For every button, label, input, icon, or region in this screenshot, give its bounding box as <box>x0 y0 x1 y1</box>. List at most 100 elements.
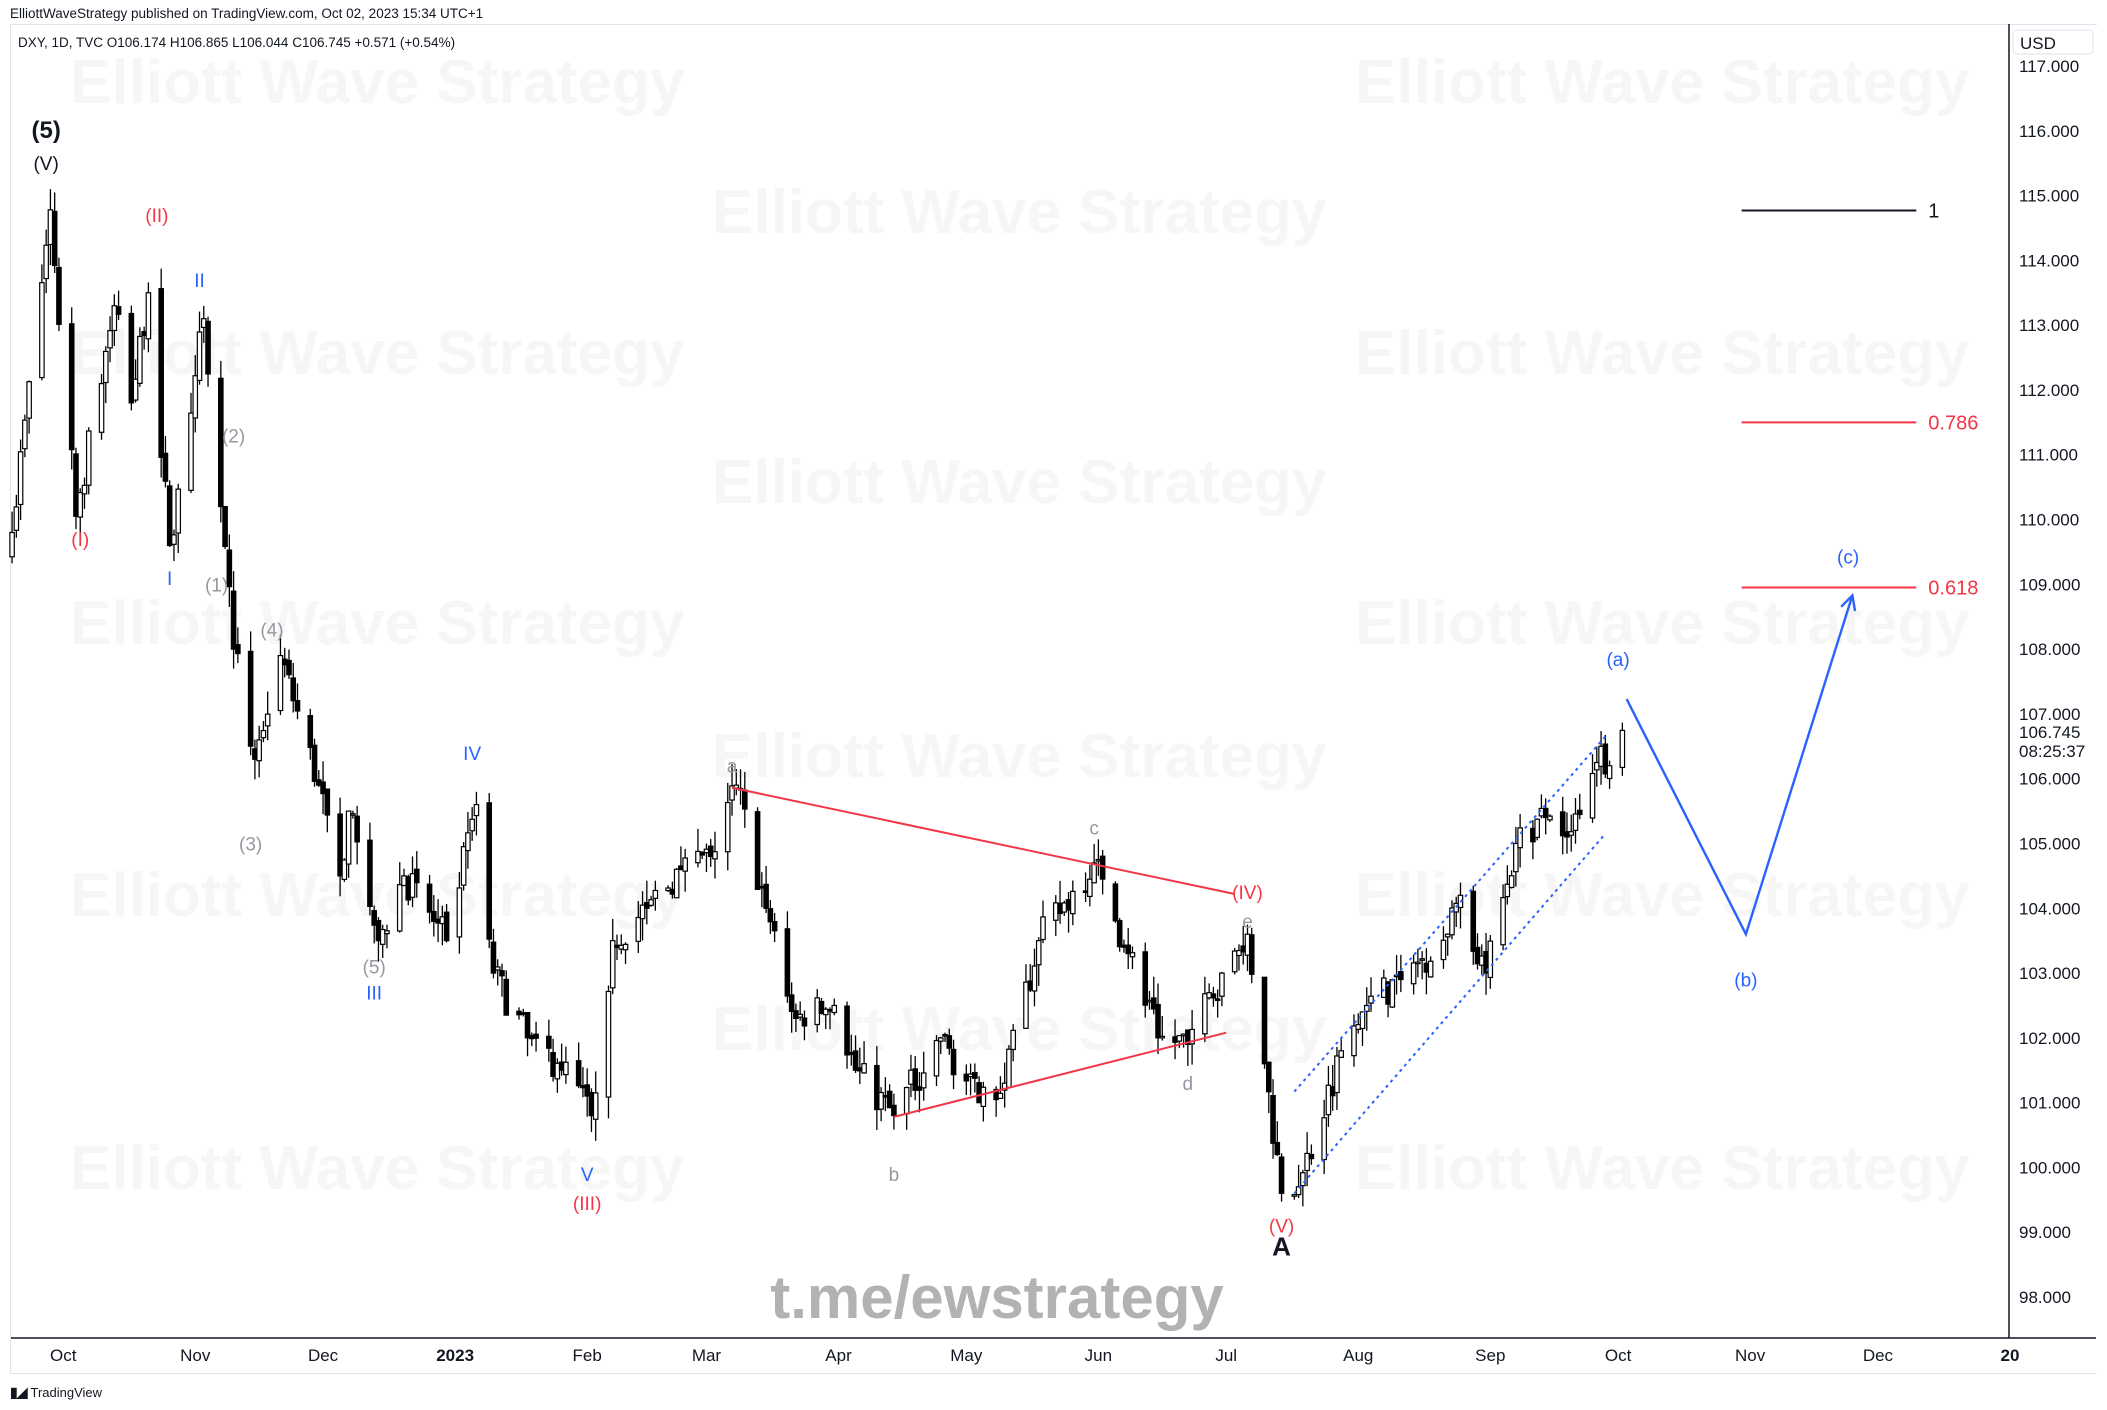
candle-up <box>1010 1029 1016 1051</box>
candle-down <box>503 978 510 1016</box>
time-tick-label: Nov <box>1735 1346 1766 1365</box>
candle-down <box>912 1068 919 1091</box>
candle-down <box>128 312 135 404</box>
candle-down <box>1270 1094 1276 1144</box>
published-caption: ElliottWaveStrategy published on Trading… <box>10 6 484 21</box>
candle-down <box>426 883 433 913</box>
wave-label: (c) <box>1837 547 1859 568</box>
candle-down <box>784 928 791 997</box>
wave-label: d <box>1183 1074 1194 1095</box>
price-tick-label: 111.000 <box>2019 446 2078 465</box>
wave-label: (5) <box>363 958 386 979</box>
candle-up <box>107 330 113 349</box>
watermark-text: Elliott Wave Strategy <box>712 722 1327 791</box>
candle-up <box>102 350 109 384</box>
candle-down <box>801 1017 808 1027</box>
candle-up <box>1159 1035 1166 1039</box>
watermark-text: Elliott Wave Strategy <box>1355 589 1970 658</box>
candle-down <box>533 1033 539 1039</box>
candle-down <box>1099 855 1106 880</box>
candle-up <box>980 1086 987 1108</box>
candle-down <box>1470 890 1477 952</box>
candle-up <box>609 940 616 989</box>
candle-up <box>1619 729 1626 769</box>
currency-label: USD <box>2020 34 2056 53</box>
time-axis: Oct Nov Dec 2023 Feb Mar Apr May Jun Jul Aug Sep Oct… <box>50 1346 2020 1365</box>
tradingview-brand: TradingView <box>30 1385 103 1400</box>
price-tick-label: 105.000 <box>2019 834 2080 853</box>
candle-down <box>337 813 343 877</box>
wave-label: (3) <box>239 834 262 855</box>
candle-up <box>1295 1186 1302 1196</box>
candle-up <box>1415 961 1421 965</box>
candle-up <box>1189 1028 1195 1045</box>
candle-up <box>635 916 642 942</box>
candle-up <box>1504 883 1511 898</box>
projection-path <box>1625 594 1854 938</box>
candle-up <box>695 850 701 864</box>
candle-down <box>56 266 62 325</box>
candle-up <box>1589 772 1596 819</box>
tradingview-logo[interactable]: ▮◢ TradingView <box>10 1384 102 1401</box>
candle-up <box>277 654 284 712</box>
candle-up <box>682 857 688 872</box>
candle-up <box>652 889 659 899</box>
candle-down <box>1116 920 1123 948</box>
candle-down <box>1248 934 1255 975</box>
candle-up <box>1031 965 1038 992</box>
candle-down <box>1278 1156 1285 1194</box>
candle-down <box>963 1073 970 1082</box>
candle-down <box>946 1035 953 1049</box>
candle-up <box>384 930 390 935</box>
candle-down <box>1398 971 1404 981</box>
watermarks: Elliott Wave Strategy Elliott Wave Strate… <box>70 48 1970 1203</box>
price-tick-label: 113.000 <box>2019 316 2079 335</box>
time-tick-label: Apr <box>825 1346 852 1365</box>
candle-up <box>1534 818 1540 838</box>
candle-up <box>1440 939 1447 961</box>
wave-label: (2) <box>222 426 245 447</box>
candle-down <box>367 839 373 908</box>
wave-label: (b) <box>1734 971 1757 992</box>
candle-up <box>1351 1025 1357 1057</box>
time-tick-label: Dec <box>308 1346 339 1365</box>
candle-up <box>9 531 15 558</box>
watermark-text: Elliott Wave Strategy <box>712 178 1327 247</box>
price-axis: 117.000 116.000 115.000 114.000 113.000 112.0… <box>2019 57 2080 1307</box>
candle-up <box>1129 952 1136 958</box>
candle-down <box>73 453 79 517</box>
candle-up <box>145 292 152 340</box>
candle-down <box>699 851 706 856</box>
candle-down <box>247 650 254 747</box>
candle-up <box>81 484 88 495</box>
candle-down <box>311 744 318 782</box>
candle-down <box>972 1072 978 1079</box>
candle-up <box>460 846 467 886</box>
currency-box[interactable] <box>2012 29 2094 55</box>
candle-up <box>1300 1172 1306 1187</box>
candle-down <box>115 306 122 315</box>
candle-up <box>1006 1048 1012 1088</box>
candle-down <box>443 911 450 942</box>
candle-up <box>903 1086 910 1115</box>
candle-up <box>456 887 463 938</box>
price-tick-label: 106.000 <box>2019 770 2080 789</box>
candle-down <box>763 883 769 909</box>
candle-up <box>1444 933 1451 938</box>
candle-up <box>1321 1117 1327 1161</box>
time-tick-label: Oct <box>50 1346 77 1365</box>
candle-up <box>256 739 262 762</box>
candle-down <box>294 700 301 712</box>
candle-up <box>43 244 49 280</box>
candle-up <box>1091 862 1097 884</box>
candle-down <box>874 1064 880 1111</box>
candle-up <box>77 491 84 518</box>
candle-down <box>354 815 360 843</box>
candle-down <box>886 1090 893 1109</box>
candle-up <box>1040 916 1046 941</box>
candle-up <box>1070 890 1076 915</box>
candle-down <box>1576 809 1583 816</box>
candle-up <box>933 1039 940 1077</box>
candle-up <box>1231 950 1238 973</box>
